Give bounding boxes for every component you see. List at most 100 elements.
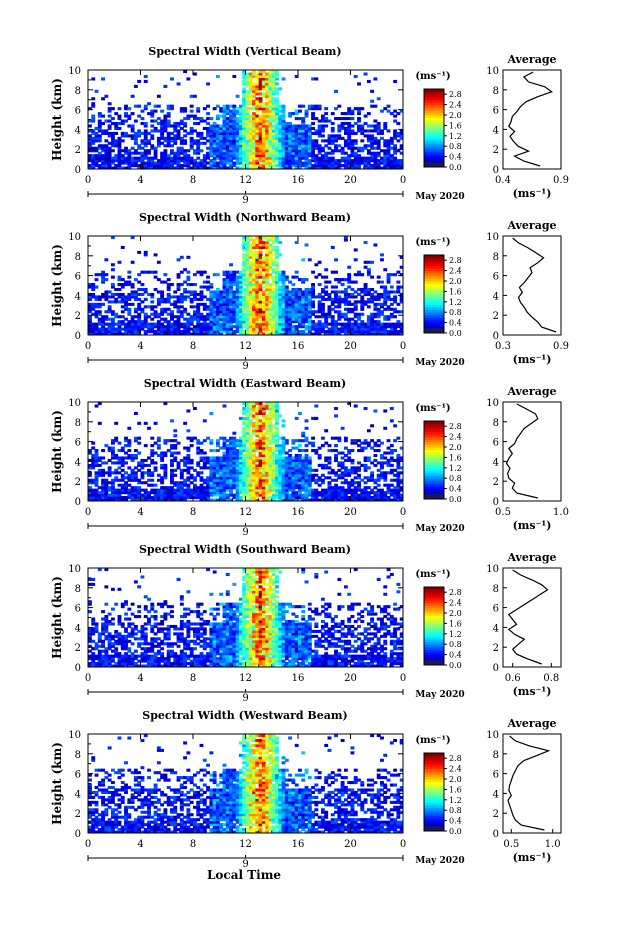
heatmap-cell: [304, 290, 309, 294]
heatmap-cell: [232, 129, 237, 133]
heatmap-cell: [261, 109, 266, 113]
heatmap-cell: [265, 307, 270, 311]
heatmap-cell: [127, 473, 132, 477]
heatmap-cell: [219, 305, 224, 309]
heatmap-cell: [170, 161, 174, 165]
heatmap-cell: [133, 332, 138, 335]
heatmap-cell: [206, 305, 211, 309]
heatmap-cell: [268, 416, 273, 420]
heatmap-cell: [265, 449, 270, 453]
heatmap-cell: [235, 451, 240, 455]
heatmap-cell: [353, 159, 358, 163]
heatmap-cell: [334, 332, 338, 335]
heatmap-cell: [127, 166, 132, 169]
heatmap-cell: [261, 268, 266, 272]
heatmap-cell: [124, 112, 128, 116]
heatmap-cell: [110, 327, 115, 331]
heatmap-cell: [209, 300, 214, 304]
heatmap-cell: [219, 327, 224, 331]
heatmap-cell: [137, 461, 142, 465]
heatmap-cell: [340, 149, 345, 153]
heatmap-cell: [189, 136, 194, 140]
heatmap-cell: [186, 453, 191, 458]
heatmap-cell: [117, 292, 122, 297]
heatmap-cell: [389, 164, 394, 168]
heatmap-cell: [232, 104, 237, 108]
heatmap-cell: [153, 451, 158, 455]
heatmap-cell: [222, 139, 227, 143]
heatmap-cell: [101, 302, 106, 306]
heatmap-cell: [117, 166, 122, 169]
colorbar-segment: [424, 304, 444, 308]
heatmap-cell: [222, 166, 227, 169]
heatmap-cell: [363, 240, 368, 245]
heatmap-cell: [222, 439, 227, 443]
heatmap-cell: [97, 330, 102, 334]
heatmap-cell: [140, 159, 145, 163]
heatmap-cell: [258, 141, 263, 145]
heatmap-cell: [363, 161, 368, 165]
heatmap-cell: [258, 139, 263, 143]
heatmap-cell: [170, 315, 174, 319]
heatmap-cell: [275, 250, 279, 254]
heatmap-cell: [242, 476, 247, 480]
heatmap-cell: [186, 483, 191, 487]
heatmap-cell: [386, 139, 391, 143]
heatmap-cell: [324, 268, 329, 272]
heatmap-cell: [298, 164, 302, 168]
heatmap-cell: [104, 444, 109, 448]
heatmap-cell: [245, 419, 250, 423]
heatmap-cell: [370, 327, 375, 331]
heatmap-cell: [268, 478, 273, 482]
heatmap-cell: [248, 444, 253, 448]
heatmap-cell: [193, 166, 197, 169]
heatmap-cell: [314, 117, 319, 121]
heatmap-cell: [265, 416, 270, 420]
heatmap-cell: [232, 493, 237, 497]
heatmap-cell: [245, 166, 250, 169]
heatmap-cell: [343, 117, 348, 121]
heatmap-cell: [258, 283, 263, 287]
heatmap-cell: [206, 461, 211, 465]
heatmap-cell: [110, 330, 115, 334]
heatmap-cell: [261, 320, 266, 324]
heatmap-cell: [389, 322, 394, 326]
heatmap-cell: [265, 315, 270, 319]
heatmap-cell: [294, 112, 299, 116]
heatmap-cell: [219, 488, 224, 492]
heatmap-cell: [189, 458, 194, 463]
heatmap-cell: [147, 149, 151, 153]
heatmap-cell: [380, 310, 384, 314]
heatmap-cell: [101, 483, 106, 487]
heatmap-cell: [330, 315, 335, 319]
heatmap-cell: [252, 496, 256, 500]
heatmap-cell: [107, 151, 112, 155]
heatmap-cell: [301, 131, 306, 135]
heatmap-cell: [179, 107, 184, 111]
heatmap-cell: [307, 129, 312, 133]
heatmap-cell: [248, 278, 253, 282]
heatmap-cell: [334, 117, 338, 121]
heatmap-cell: [353, 280, 358, 284]
heatmap-cell: [209, 468, 214, 472]
heatmap-cell: [271, 109, 276, 113]
heatmap-cell: [97, 139, 102, 143]
heatmap-cell: [189, 126, 194, 130]
heatmap-cell: [196, 131, 201, 135]
heatmap-cell: [225, 141, 230, 145]
heatmap-cell: [301, 302, 306, 306]
heatmap-cell: [179, 312, 184, 316]
heatmap-cell: [373, 104, 378, 108]
heatmap-cell: [107, 471, 112, 475]
heatmap-cell: [334, 89, 338, 93]
heatmap-cell: [307, 107, 312, 111]
heatmap-cell: [130, 486, 135, 490]
heatmap-cell: [340, 112, 345, 116]
heatmap-cell: [160, 463, 165, 467]
heatmap-cell: [353, 305, 358, 309]
heatmap-cell: [117, 126, 122, 130]
heatmap-cell: [255, 151, 260, 155]
heatmap-cell: [317, 310, 322, 314]
heatmap-cell: [248, 434, 253, 438]
